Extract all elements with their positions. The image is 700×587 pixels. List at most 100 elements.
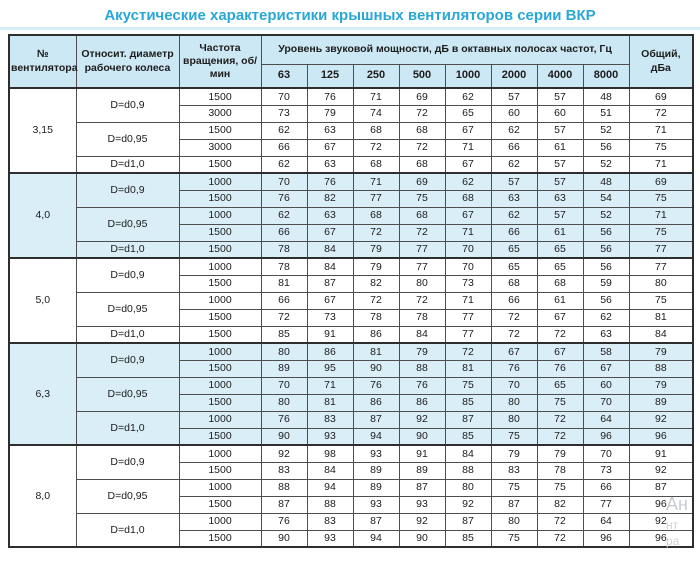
spl-value-cell: 84: [306, 461, 354, 480]
spl-value-cell: 85: [444, 393, 492, 412]
spl-value-cell: 70: [260, 87, 308, 106]
spl-value-cell: 70: [582, 444, 630, 463]
spl-value-cell: 81: [352, 342, 400, 361]
total-value-cell: 96: [628, 427, 694, 446]
spl-value-cell: 73: [260, 104, 308, 123]
spl-value-cell: 75: [490, 478, 538, 497]
spl-value-cell: 87: [306, 274, 354, 293]
rpm-cell: 1000: [178, 291, 262, 310]
spl-value-cell: 76: [306, 172, 354, 191]
spl-value-cell: 61: [536, 291, 584, 310]
table-row: 3000 66 67 72 72 71 66 61 56 75: [9, 138, 694, 157]
spl-value-cell: 92: [398, 512, 446, 531]
total-value-cell: 75: [628, 189, 694, 208]
table-row: 1500 76 82 77 75 68 63 63 54 75: [9, 189, 694, 208]
spl-value-cell: 56: [582, 223, 630, 242]
spl-value-cell: 67: [444, 155, 492, 174]
spl-value-cell: 94: [352, 529, 400, 548]
spl-value-cell: 72: [352, 138, 400, 157]
table-row: D=d0,95 1000 88 94 89 87 80 75 75 66 87: [9, 478, 694, 514]
spl-value-cell: 93: [398, 495, 446, 514]
rpm-cell: 1000: [178, 206, 262, 225]
spl-value-cell: 68: [536, 274, 584, 293]
spl-value-cell: 84: [398, 325, 446, 344]
spl-value-cell: 72: [490, 308, 538, 327]
total-value-cell: 81: [628, 308, 694, 327]
spl-value-cell: 80: [490, 410, 538, 429]
spl-value-cell: 75: [398, 189, 446, 208]
spl-value-cell: 96: [582, 427, 630, 446]
spl-value-cell: 62: [490, 155, 538, 174]
spl-value-cell: 67: [306, 291, 354, 310]
spl-value-cell: 90: [352, 359, 400, 378]
spl-value-cell: 63: [490, 189, 538, 208]
spl-value-cell: 77: [398, 240, 446, 259]
spl-value-cell: 62: [260, 206, 308, 225]
spl-value-cell: 93: [352, 444, 400, 463]
spl-value-cell: 87: [398, 478, 446, 497]
spl-value-cell: 95: [306, 359, 354, 378]
fan-number-cell: 5,0: [8, 257, 77, 344]
spl-value-cell: 84: [306, 257, 354, 276]
rpm-cell: 1500: [178, 325, 262, 344]
spl-value-cell: 56: [582, 257, 630, 276]
table-row: 4,0 D=d0,9 1000 70 76 71 69 62 57 57 48 69: [8, 172, 694, 259]
spl-value-cell: 85: [260, 325, 308, 344]
spl-value-cell: 72: [536, 512, 584, 531]
spl-value-cell: 60: [582, 376, 630, 395]
spl-value-cell: 76: [260, 410, 308, 429]
spl-value-cell: 72: [536, 325, 584, 344]
total-value-cell: 92: [628, 461, 694, 480]
total-value-cell: 77: [628, 257, 694, 276]
diameter-cell: D=d0,95: [75, 376, 180, 412]
spl-value-cell: 70: [444, 257, 492, 276]
decor-line: [0, 27, 700, 30]
total-value-cell: 75: [628, 223, 694, 242]
spl-value-cell: 79: [352, 240, 400, 259]
spl-value-cell: 93: [306, 529, 354, 548]
spl-value-cell: 82: [536, 495, 584, 514]
spl-value-cell: 87: [444, 512, 492, 531]
spl-value-cell: 68: [398, 121, 446, 140]
rpm-cell: 1500: [178, 87, 262, 106]
spl-value-cell: 68: [352, 121, 400, 140]
spl-value-cell: 80: [444, 478, 492, 497]
spl-value-cell: 57: [536, 155, 584, 174]
spl-value-cell: 82: [352, 274, 400, 293]
diameter-cell: D=d1,0: [75, 410, 180, 446]
table-row: D=d0,95 1500 62 63 68 68 67 62 57 52 71: [9, 121, 694, 157]
spl-value-cell: 76: [260, 512, 308, 531]
rpm-cell: 1500: [178, 189, 262, 208]
spl-value-cell: 79: [536, 444, 584, 463]
spl-value-cell: 92: [444, 495, 492, 514]
diameter-cell: D=d0,9: [75, 172, 180, 208]
spl-value-cell: 77: [352, 189, 400, 208]
rpm-cell: 1500: [178, 461, 262, 480]
header-freq-1000: 1000: [444, 63, 492, 89]
spl-value-cell: 57: [536, 87, 584, 106]
table-row: D=d0,95 1000 70 71 76 76 75 70 65 60 79: [9, 376, 694, 412]
spl-value-cell: 76: [306, 87, 354, 106]
spl-value-cell: 90: [260, 529, 308, 548]
spl-value-cell: 81: [260, 274, 308, 293]
spl-value-cell: 67: [536, 308, 584, 327]
rpm-cell: 3000: [178, 138, 262, 157]
spl-value-cell: 68: [398, 155, 446, 174]
spl-value-cell: 83: [260, 461, 308, 480]
spl-value-cell: 65: [444, 104, 492, 123]
spl-value-cell: 65: [490, 240, 538, 259]
spl-value-cell: 57: [536, 206, 584, 225]
spl-value-cell: 72: [536, 529, 584, 548]
table-row: D=d1,0 1500 62 63 68 68 67 62 57 52 71: [9, 155, 694, 174]
total-value-cell: 91: [628, 444, 694, 463]
spl-value-cell: 60: [536, 104, 584, 123]
diameter-cell: D=d0,95: [75, 121, 180, 157]
fan-number-cell: 3,15: [8, 87, 77, 174]
fan-number-cell: 6,3: [8, 342, 77, 446]
watermark-line-1: Ан: [666, 494, 688, 514]
spl-value-cell: 63: [306, 121, 354, 140]
spl-value-cell: 67: [536, 342, 584, 361]
spl-value-cell: 62: [444, 172, 492, 191]
spl-value-cell: 82: [306, 189, 354, 208]
spl-value-cell: 71: [352, 172, 400, 191]
